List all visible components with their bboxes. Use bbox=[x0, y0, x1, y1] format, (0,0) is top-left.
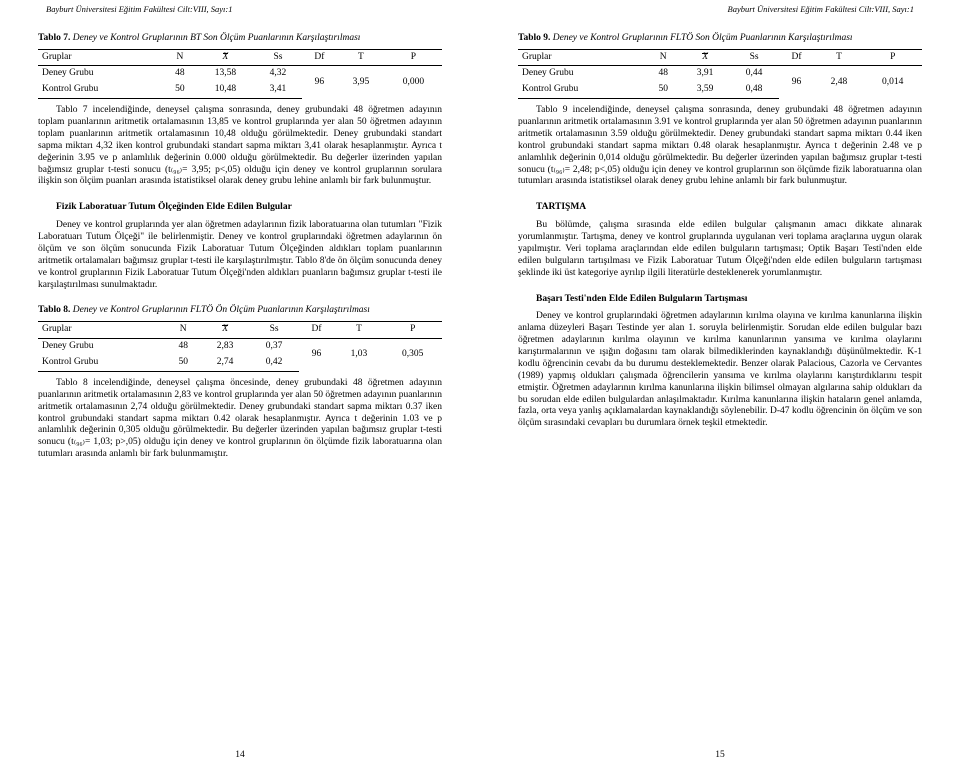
table7-caption: Tablo 7. Deney ve Kontrol Gruplarının BT… bbox=[38, 33, 442, 45]
para-table8: Tablo 8 incelendiğinde, deneysel çalışma… bbox=[38, 378, 442, 461]
section-fizik: Fizik Laboratuar Tutum Ölçeğinden Elde E… bbox=[56, 202, 442, 214]
table9-caption: Tablo 9. Deney ve Kontrol Gruplarının FL… bbox=[518, 33, 922, 45]
header-left: Bayburt Üniversitesi Eğitim Fakültesi Ci… bbox=[38, 4, 442, 15]
header-right: Bayburt Üniversitesi Eğitim Fakültesi Ci… bbox=[518, 4, 922, 15]
section-tartisma: TARTIŞMA bbox=[536, 202, 922, 214]
para-t2: Deney ve kontrol gruplarındaki öğretmen … bbox=[518, 311, 922, 430]
para-mid: Deney ve kontrol gruplarında yer alan öğ… bbox=[38, 220, 442, 291]
para-table9: Tablo 9 incelendiğinde, deneysel çalışma… bbox=[518, 105, 922, 188]
table8-caption: Tablo 8. Deney ve Kontrol Gruplarının FL… bbox=[38, 305, 442, 317]
table8: Gruplar N X Ss Df T P Deney Grubu482,830… bbox=[38, 321, 442, 372]
table-row: Deney Grubu482,830,37 961,030,305 bbox=[38, 339, 442, 355]
page-number-right: 15 bbox=[518, 742, 922, 762]
section-basari: Başarı Testi'nden Elde Edilen Bulguların… bbox=[536, 294, 922, 306]
page-number-left: 14 bbox=[38, 742, 442, 762]
page-right: Bayburt Üniversitesi Eğitim Fakültesi Ci… bbox=[480, 0, 960, 766]
page-left: Bayburt Üniversitesi Eğitim Fakültesi Ci… bbox=[0, 0, 480, 766]
para-table7: Tablo 7 incelendiğinde, deneysel çalışma… bbox=[38, 105, 442, 188]
table-row: Deney Grubu483,910,44 962,480,014 bbox=[518, 66, 922, 82]
para-t1: Bu bölümde, çalışma sırasında elde edile… bbox=[518, 220, 922, 279]
table-row: Deney Grubu4813,584,32 963,950,000 bbox=[38, 66, 442, 82]
table7: Gruplar N X Ss Df T P Deney Grubu4813,58… bbox=[38, 49, 442, 100]
table9: Gruplar N X Ss Df T P Deney Grubu483,910… bbox=[518, 49, 922, 100]
